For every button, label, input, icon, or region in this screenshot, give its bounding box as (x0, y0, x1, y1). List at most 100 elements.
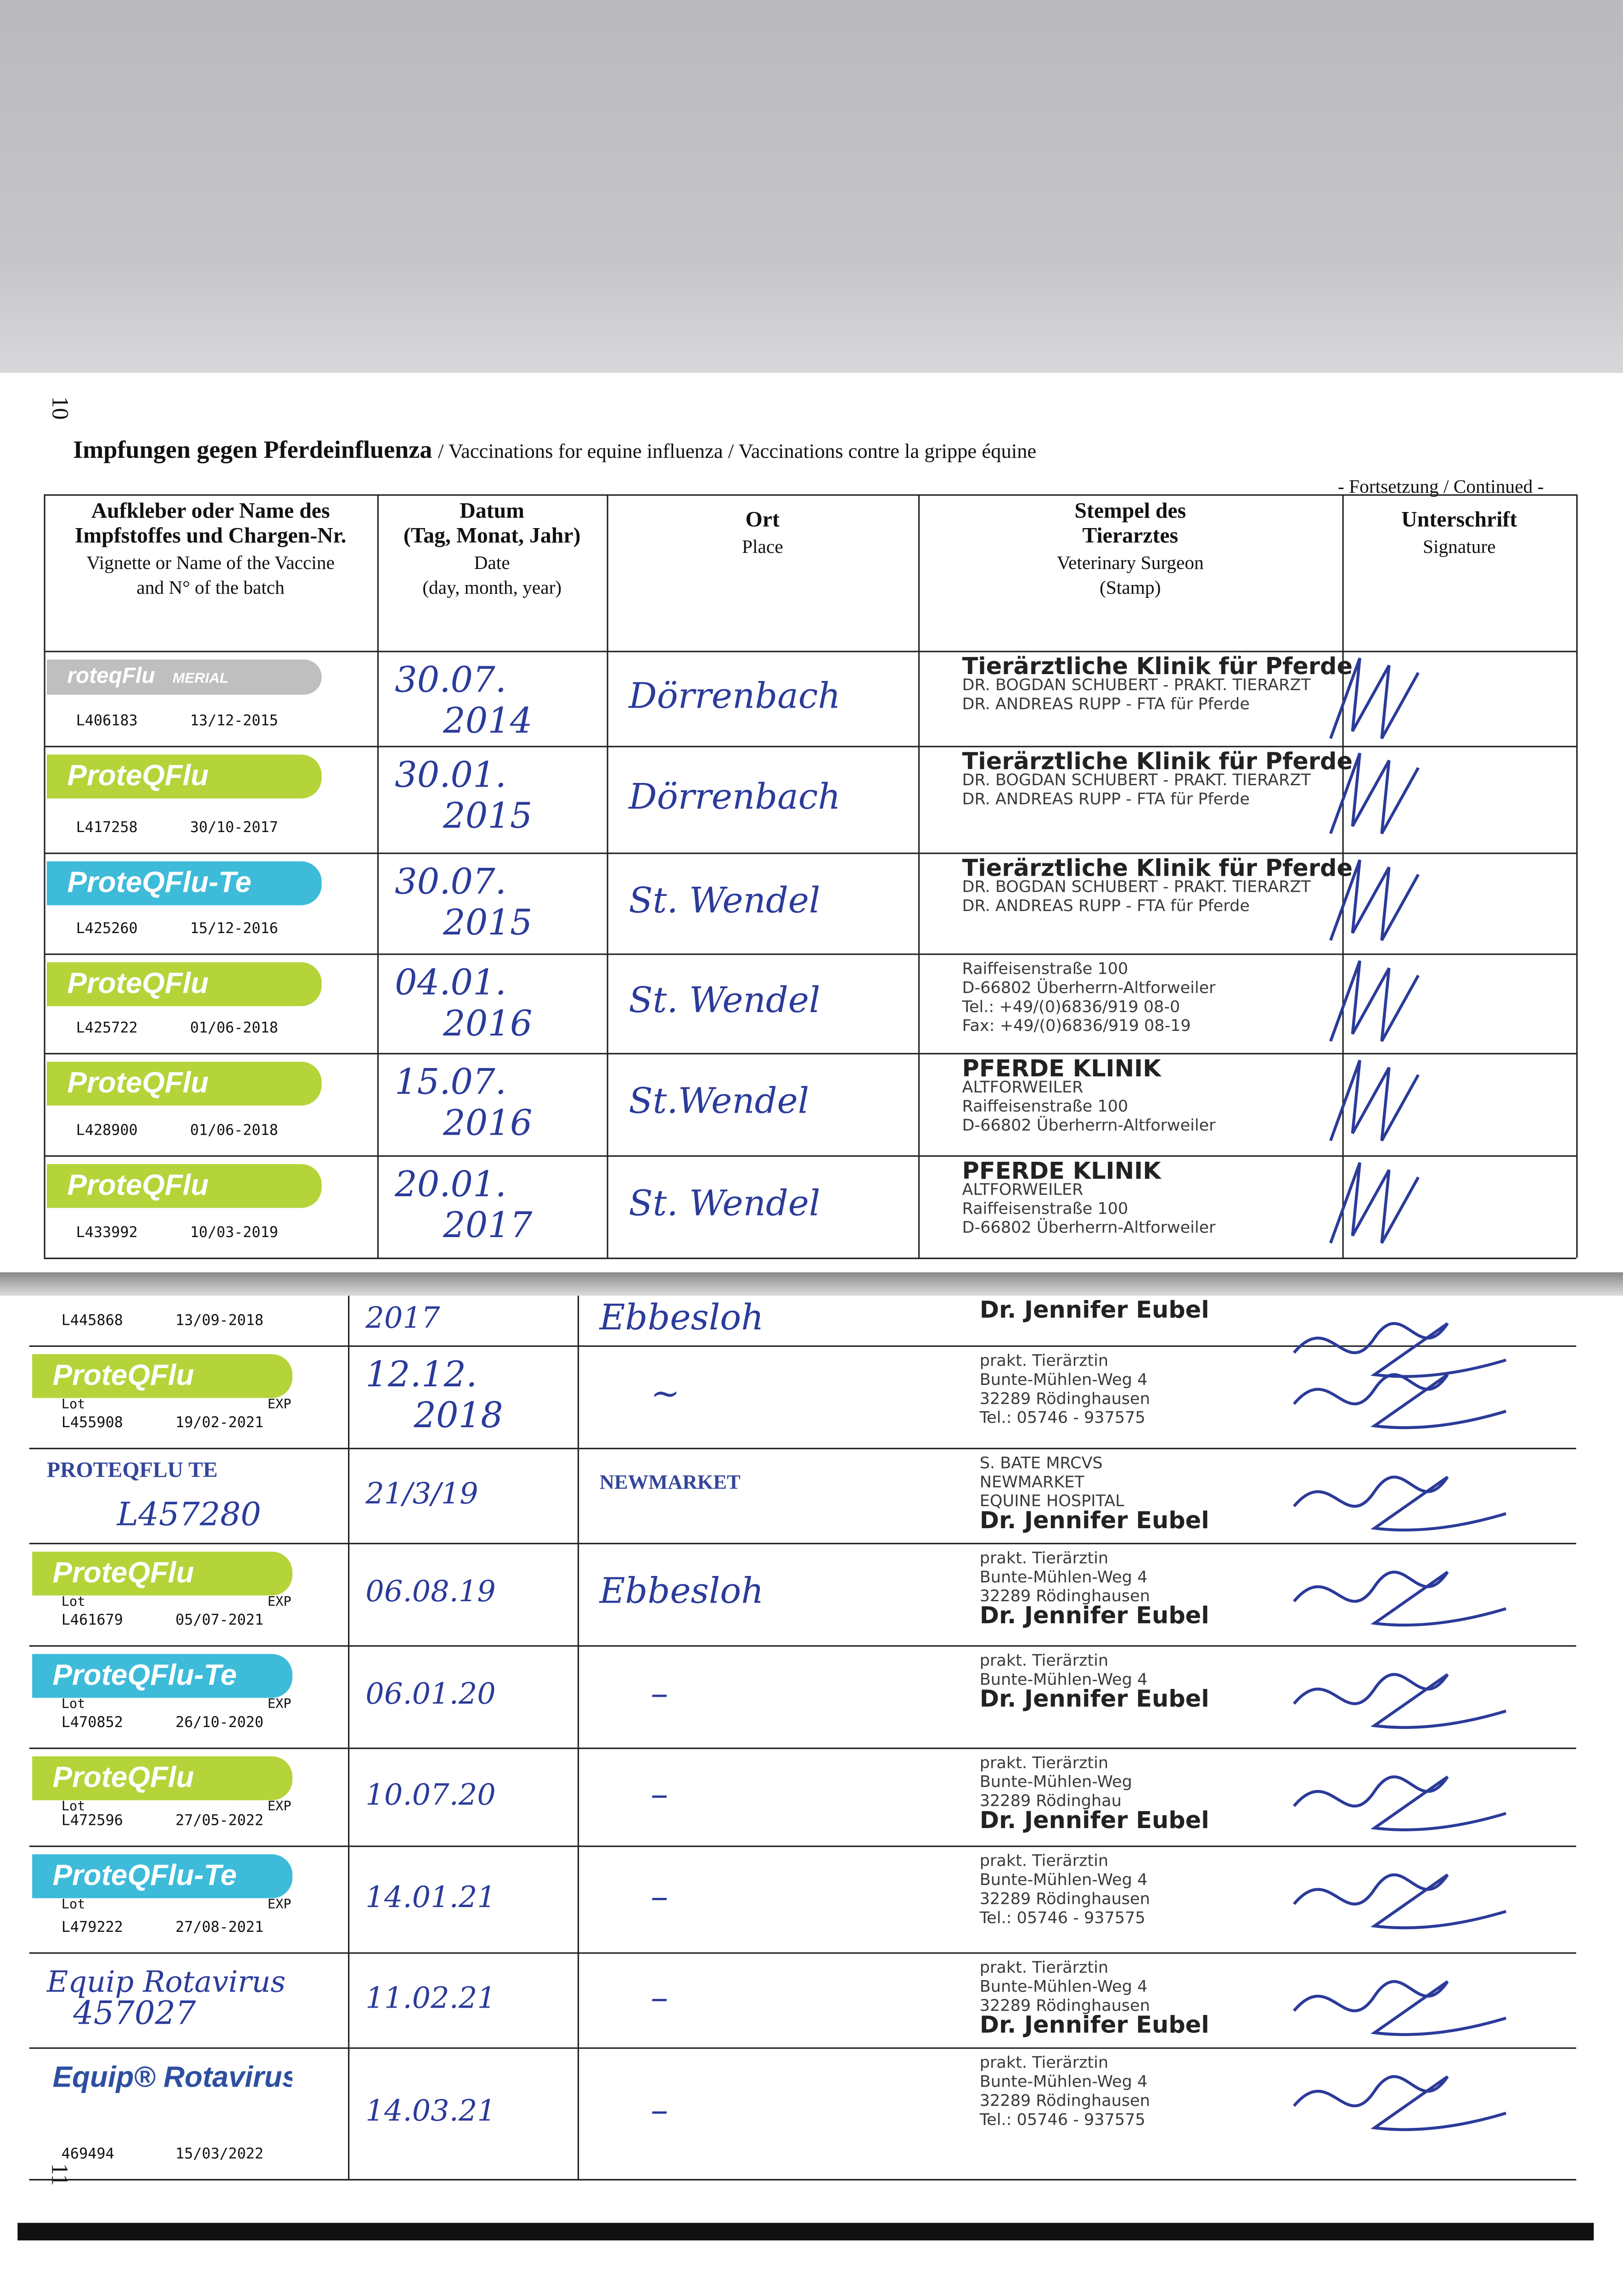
vaccine-sticker: ProteQFlu (32, 1551, 292, 1596)
vaccine-name: ProteQFlu (52, 1762, 194, 1795)
lot-number: 457027 (73, 1996, 196, 2033)
vaccination-date: 30.07. (394, 861, 506, 902)
signature (1329, 1162, 1420, 1244)
expiry-date: 01/06-2018 (190, 1020, 278, 1037)
lot-number: L461679 (61, 1613, 124, 1629)
table-line (348, 1295, 350, 2179)
exp-label: EXP (267, 1698, 292, 1713)
signature (1292, 1373, 1507, 1429)
expiry-date: 10/03-2019 (190, 1225, 278, 1242)
vaccination-date: 2015 (443, 795, 533, 837)
expiry-date: 30/10-2017 (190, 820, 278, 837)
place: St.Wendel (629, 1080, 809, 1122)
continued: - Fortsetzung / Continued - (1337, 475, 1544, 497)
table-line (607, 494, 608, 1258)
lot-number: L472596 (61, 1813, 124, 1830)
signature-stroke (1292, 1775, 1507, 1831)
lot-number: L455908 (61, 1415, 124, 1432)
signature (1292, 1322, 1507, 1378)
vaccination-date: 06.01.20 (365, 1676, 496, 1711)
column-title: Stempel des (1074, 500, 1186, 524)
exp-label: EXP (267, 1800, 292, 1815)
stamp-line: prakt. Tierärztin (979, 1548, 1109, 1568)
place: St. Wendel (629, 1183, 820, 1224)
header: Impfungen gegen Pferdeinfluenza / Vaccin… (73, 436, 1036, 465)
signature (1329, 1059, 1420, 1142)
stamp-line: Raiffeisenstraße 100 (962, 1097, 1129, 1116)
signature (1329, 859, 1420, 941)
place: St. Wendel (629, 879, 820, 921)
place: NEWMARKET (599, 1472, 741, 1494)
expiry-date: 27/08-2021 (175, 1920, 264, 1936)
stamp-line: prakt. Tierärztin (979, 1351, 1109, 1371)
stamp-line: DR. ANDREAS RUPP - FTA für Pferde (962, 896, 1250, 916)
table-line (1576, 494, 1578, 1258)
table-line (29, 1447, 1577, 1450)
column-title: Tierarztes (1082, 525, 1179, 549)
stamp-line: Tel.: 05746 - 937575 (979, 2110, 1146, 2129)
stamp-line: Dr. Jennifer Eubel (979, 1506, 1209, 1534)
column-subtitle: Veterinary Surgeon (1056, 551, 1204, 574)
vaccination-date: 06.08.19 (365, 1573, 496, 1609)
stamp-line: Tel.: +49/(0)6836/919 08-0 (962, 997, 1180, 1017)
stamp-line: D-66802 Überherrn-Altforweiler (962, 1218, 1216, 1238)
column-title: Ort (745, 509, 780, 533)
signature-stroke (1329, 1162, 1420, 1244)
stamp-line: 32289 Rödinghau (979, 1791, 1122, 1811)
stamp-line: 32289 Rödinghausen (979, 2091, 1150, 2110)
stamp-line: Bunte-Mühlen-Weg (979, 1772, 1132, 1792)
vaccine-sticker: ProteQFlu (32, 1756, 292, 1801)
vaccine-name: ProteQFlu-Te (52, 1860, 237, 1892)
place: – (651, 2089, 668, 2131)
vaccine-sticker: roteqFlu MERIAL (46, 659, 322, 695)
stamp-line: prakt. Tierärztin (979, 1753, 1109, 1773)
stamp-line: Dr. Jennifer Eubel (979, 1806, 1209, 1834)
table-line (29, 2179, 1577, 2181)
signature-stroke (1329, 1059, 1420, 1142)
column-title: (Tag, Monat, Jahr) (403, 525, 581, 549)
subtitle: / Vaccinations for equine influenza / Va… (438, 441, 1037, 464)
stamp-line: Dr. Jennifer Eubel (979, 1684, 1209, 1713)
signature (1292, 1775, 1507, 1831)
table-line (44, 1257, 1577, 1260)
exp-label: EXP (267, 1898, 292, 1913)
vaccine-name: ProteQFlu-Te (52, 1660, 237, 1692)
table-line (29, 1645, 1577, 1647)
table-line (44, 651, 1577, 653)
signature-stroke (1292, 1873, 1507, 1930)
table-line (29, 1952, 1577, 1954)
stamp-line: Bunte-Mühlen-Weg 4 (979, 1370, 1148, 1390)
expiry-date: 26/10-2020 (175, 1715, 264, 1732)
place: Ebbesloh (599, 1296, 764, 1338)
stamp: S. BATE MRCVS NEWMARKET EQUINE HOSPITAL Dr.… (979, 1453, 1209, 1534)
lot-number: L479222 (61, 1920, 124, 1936)
vaccination-date: 20.01. (394, 1164, 506, 1205)
column-subtitle: (Stamp) (1100, 576, 1161, 598)
column-subtitle: Vignette or Name of the Vaccine (86, 551, 335, 574)
lot-label: Lot (61, 1595, 85, 1610)
column-header: Datum (Tag, Monat, Jahr) Date (day, month, … (377, 500, 607, 600)
column-subtitle: Place (741, 535, 783, 557)
place: Ebbesloh (599, 1570, 764, 1612)
stamp-line: EQUINE HOSPITAL (979, 1491, 1124, 1511)
column-header: Aufkleber oder Name des Impfstoffes und C… (44, 500, 377, 600)
vaccination-date: 12.12. (365, 1354, 477, 1396)
column-title: Unterschrift (1401, 509, 1517, 533)
stamp: prakt. Tierärztin Bunte-Mühlen-Weg 32289 R… (979, 1753, 1209, 1834)
lot-label: Lot (61, 1698, 85, 1713)
signature-stroke (1292, 1322, 1507, 1378)
expiry-date: 19/02-2021 (175, 1415, 264, 1432)
stamp-line: 32289 Rödinghausen (979, 1587, 1150, 1606)
expiry-date: 01/06-2018 (190, 1123, 278, 1139)
column-header: Stempel des Tierarztes Veterinary Surgeon(… (918, 500, 1342, 600)
lot-label: Lot (61, 1800, 85, 1815)
lot-number: L425260 (76, 921, 138, 938)
column-title: Impfstoffes und Chargen-Nr. (74, 525, 347, 549)
place: ~ (651, 1373, 680, 1414)
lot-number: L406183 (76, 714, 138, 730)
vaccination-date: 2015 (443, 902, 533, 944)
stamp-line: S. BATE MRCVS (979, 1453, 1103, 1473)
stamp-line: PFERDE KLINIK (962, 1157, 1161, 1185)
